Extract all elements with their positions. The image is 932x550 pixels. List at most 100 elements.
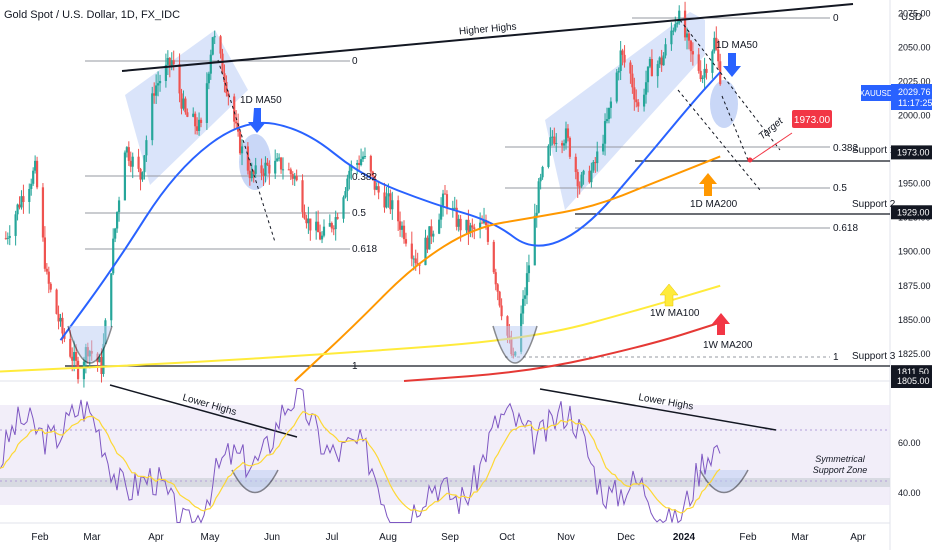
candle-body <box>55 289 58 314</box>
candle-body <box>223 73 226 82</box>
candle-body <box>252 171 255 174</box>
fib-right-5: 0.5 <box>833 183 847 194</box>
candle-body <box>523 295 527 299</box>
candle-body <box>156 83 160 86</box>
candle-body <box>4 238 7 240</box>
currency-label[interactable]: USD <box>901 12 922 23</box>
symbol-badge-text: XAUUSD <box>859 89 893 98</box>
candle-body <box>332 228 335 230</box>
candle-body <box>430 226 433 237</box>
candle-body <box>32 170 35 184</box>
candle-body <box>580 174 583 187</box>
candle-body <box>500 305 503 317</box>
candle-body <box>678 10 681 23</box>
candle-body <box>465 219 468 231</box>
rising-channel-right <box>545 12 705 210</box>
ma50-label-right: 1D MA50 <box>716 40 758 51</box>
candle-body <box>117 200 121 213</box>
candle-body <box>441 193 445 206</box>
time-label: Jul <box>326 532 339 543</box>
candle-body <box>494 272 497 285</box>
candle-body <box>291 174 294 179</box>
price-tick-label: 1900.00 <box>898 247 931 257</box>
candle-body <box>112 238 115 274</box>
candle-body <box>617 71 620 73</box>
candle-body <box>22 196 25 202</box>
candle-body <box>412 258 415 260</box>
candle-body <box>564 128 568 144</box>
candle-body <box>342 197 345 219</box>
arrow-down-icon <box>248 108 266 133</box>
candle-body <box>492 241 495 273</box>
candle-body <box>644 82 648 95</box>
countdown: 11:17:25 <box>898 98 932 108</box>
fib-left-0: 0 <box>352 56 358 67</box>
candle-body <box>574 156 577 173</box>
arrow-up-icon <box>712 313 730 335</box>
candle-body <box>562 143 566 146</box>
last-price-badge <box>891 84 932 110</box>
candle-body <box>47 271 50 284</box>
candle-body <box>279 157 283 170</box>
time-label: May <box>201 532 220 543</box>
candle-body <box>114 228 117 239</box>
candle-body <box>527 265 531 274</box>
rsi-arc-may <box>231 469 279 494</box>
target-price: 1973.00 <box>794 115 831 126</box>
candle-body <box>100 356 103 374</box>
rsi-scale[interactable]: 60.00 40.00 <box>898 438 921 498</box>
candle-body <box>391 200 394 210</box>
candle-body <box>170 60 173 66</box>
candle-body <box>648 58 652 67</box>
candle-body <box>307 218 310 224</box>
candle-body <box>235 121 238 124</box>
rsi-band <box>0 405 890 505</box>
candle-body <box>397 200 400 222</box>
candle-body <box>455 207 458 227</box>
candle-body <box>658 57 661 65</box>
candle-body <box>143 155 146 173</box>
price-scale[interactable]: 2075.002050.002025.002000.001975.001950.… <box>898 9 931 359</box>
candle-body <box>295 175 298 181</box>
rsi-support-zone <box>0 478 890 487</box>
candle-body <box>443 193 447 195</box>
candle-body <box>383 192 386 208</box>
price-tick-label: 1825.00 <box>898 349 931 359</box>
candle-body <box>260 165 263 174</box>
candle-body <box>30 183 33 189</box>
candle-body <box>359 159 363 166</box>
candle-body <box>676 22 679 25</box>
candle-body <box>650 58 653 77</box>
candle-body <box>20 196 23 208</box>
candle-body <box>28 188 31 202</box>
fib-right <box>505 17 830 358</box>
candle-body <box>137 156 140 169</box>
symmetrical-label-2: Support Zone <box>813 465 868 475</box>
arrow-up-icon <box>659 283 679 307</box>
candle-body <box>361 156 365 160</box>
candle-body <box>186 112 189 117</box>
candle-body <box>358 162 361 166</box>
candle-body <box>139 168 142 180</box>
candle-body <box>568 137 572 157</box>
price-badge-text: 1973.00 <box>897 147 930 157</box>
higher-highs-label: Higher Highs <box>459 22 518 38</box>
candle-body <box>180 93 183 109</box>
time-label: Feb <box>31 532 49 543</box>
time-label: 2024 <box>673 532 696 543</box>
fib-left-1: 1 <box>352 361 358 372</box>
time-label: Jun <box>264 532 280 543</box>
price-tick-label: 1950.00 <box>898 179 931 189</box>
candle-body <box>350 164 353 171</box>
price-badge <box>891 205 932 220</box>
time-axis[interactable]: Feb Mar Apr May Jun Jul Aug Sep Oct Nov Dec 2024 Feb… <box>31 532 866 543</box>
candle-body <box>691 51 694 55</box>
candle-body <box>287 169 290 171</box>
candles <box>4 1 722 388</box>
candle-body <box>605 119 609 122</box>
fib-left-382: 0.382 <box>352 172 377 183</box>
candle-body <box>315 221 318 231</box>
candle-body <box>131 156 134 167</box>
